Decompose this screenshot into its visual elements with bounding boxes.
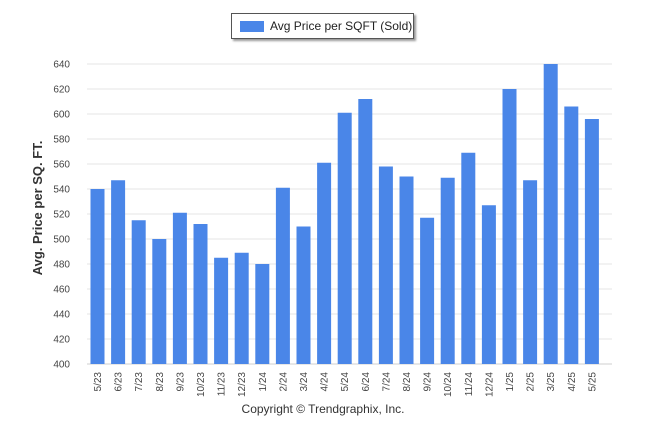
x-tick-label: 5/24 bbox=[340, 372, 351, 392]
x-tick-label: 7/24 bbox=[381, 372, 392, 392]
x-tick-label: 9/24 bbox=[423, 372, 434, 392]
x-tick-label: 7/23 bbox=[134, 372, 145, 392]
bar[interactable] bbox=[440, 177, 455, 364]
bar[interactable] bbox=[399, 176, 414, 365]
x-tick-label: 11/23 bbox=[217, 372, 228, 397]
y-tick-label: 620 bbox=[53, 85, 70, 96]
x-tick-label: 12/23 bbox=[237, 372, 248, 397]
bar[interactable] bbox=[296, 226, 311, 365]
x-tick-label: 10/23 bbox=[196, 372, 207, 397]
x-tick-label: 2/25 bbox=[526, 372, 537, 392]
bars bbox=[90, 64, 599, 365]
x-tick-label: 1/24 bbox=[258, 372, 269, 392]
bar[interactable] bbox=[358, 99, 373, 364]
x-tick-label: 8/23 bbox=[155, 372, 166, 392]
y-tick-label: 420 bbox=[53, 335, 70, 346]
x-tick-label: 4/25 bbox=[567, 372, 578, 392]
x-tick-label: 3/24 bbox=[299, 372, 310, 392]
y-tick-label: 440 bbox=[53, 310, 70, 321]
bar[interactable] bbox=[584, 119, 599, 364]
x-tick-label: 11/24 bbox=[464, 372, 475, 397]
bar[interactable] bbox=[337, 112, 352, 364]
y-tick-label: 400 bbox=[53, 360, 70, 371]
x-tick-label: 5/25 bbox=[587, 372, 598, 392]
x-tick-label: 6/24 bbox=[361, 372, 372, 392]
bar[interactable] bbox=[131, 220, 146, 364]
bar[interactable] bbox=[317, 162, 332, 364]
x-tick-label: 8/24 bbox=[402, 372, 413, 392]
bar[interactable] bbox=[523, 180, 538, 364]
x-tick-label: 4/24 bbox=[320, 372, 331, 392]
x-tick-label: 3/25 bbox=[546, 372, 557, 392]
y-tick-label: 520 bbox=[53, 210, 70, 221]
chart-legend: Avg Price per SQFT (Sold) bbox=[231, 13, 414, 39]
bar[interactable] bbox=[111, 180, 126, 364]
y-tick-label: 500 bbox=[53, 235, 70, 246]
bar[interactable] bbox=[461, 152, 476, 364]
y-tick-label: 460 bbox=[53, 285, 70, 296]
y-tick-label: 540 bbox=[53, 185, 70, 196]
legend-label: Avg Price per SQFT (Sold) bbox=[270, 19, 413, 33]
y-tick-label: 600 bbox=[53, 110, 70, 121]
legend-swatch bbox=[240, 20, 264, 32]
x-tick-label: 10/24 bbox=[443, 372, 454, 397]
x-tick-label: 2/24 bbox=[278, 372, 289, 392]
y-tick-label: 560 bbox=[53, 160, 70, 171]
x-tick-label: 6/23 bbox=[114, 372, 125, 392]
y-tick-label: 580 bbox=[53, 135, 70, 146]
bar[interactable] bbox=[255, 264, 270, 364]
bar[interactable] bbox=[152, 239, 167, 364]
bar[interactable] bbox=[214, 257, 229, 364]
y-tick-label: 640 bbox=[53, 60, 70, 71]
y-axis-label: Avg. Price per SQ. FT. bbox=[30, 141, 45, 276]
bar-chart: 400420440460480500520540560580600620640 … bbox=[30, 60, 612, 397]
bar[interactable] bbox=[172, 212, 187, 364]
y-tick-labels: 400 420 440 460 480 500 520 540 560 580 600 620 640 bbox=[53, 60, 70, 371]
x-tick-labels: 5/23 6/23 7/23 8/23 9/23 10/23 11/23 12/23 1/24 2… bbox=[93, 372, 598, 397]
bar[interactable] bbox=[193, 224, 208, 364]
bar[interactable] bbox=[275, 187, 290, 364]
x-tick-label: 9/23 bbox=[175, 372, 186, 392]
y-tick-label: 480 bbox=[53, 260, 70, 271]
x-tick-label: 12/24 bbox=[484, 372, 495, 397]
bar[interactable] bbox=[234, 252, 249, 364]
copyright-footer: Copyright © Trendgraphix, Inc. bbox=[241, 402, 405, 416]
bar[interactable] bbox=[543, 64, 558, 364]
bar[interactable] bbox=[564, 106, 579, 365]
x-tick-label: 5/23 bbox=[93, 372, 104, 392]
x-tick-label: 1/25 bbox=[505, 372, 516, 392]
bar[interactable] bbox=[502, 89, 517, 364]
bar[interactable] bbox=[378, 166, 393, 365]
bar[interactable] bbox=[420, 217, 435, 364]
bar[interactable] bbox=[481, 205, 496, 364]
bar[interactable] bbox=[90, 189, 105, 364]
